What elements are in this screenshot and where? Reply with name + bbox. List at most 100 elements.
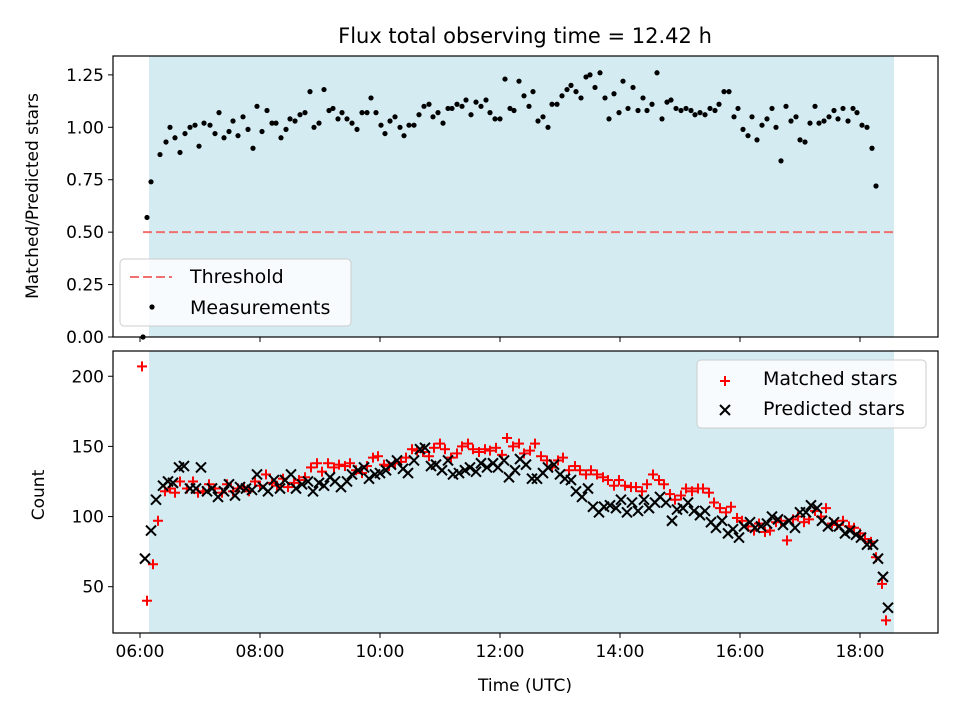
predicted-star-point	[582, 482, 594, 495]
measurement-point	[430, 114, 436, 120]
measurement-point	[797, 137, 803, 143]
predicted-star-point	[882, 602, 894, 614]
measurement-point	[468, 112, 474, 118]
measurement-point	[826, 114, 832, 120]
predicted-star-point	[688, 505, 700, 517]
predicted-star-point	[290, 482, 302, 495]
y-tick-label: 0.25	[66, 276, 104, 296]
predicted-star-point	[877, 571, 889, 583]
predicted-star-point	[206, 482, 218, 495]
measurement-point	[359, 110, 365, 116]
matched-star-point	[142, 595, 152, 606]
measurement-point	[497, 116, 503, 122]
predicted-star-point	[246, 484, 258, 496]
predicted-star-point	[374, 467, 386, 479]
measurement-point	[449, 105, 455, 112]
y-tick-label: 1.00	[66, 118, 104, 138]
measurement-point	[640, 95, 646, 101]
predicted-star-point	[872, 552, 884, 565]
predicted-star-point	[442, 454, 454, 467]
y-tick-label: 0.50	[66, 223, 104, 243]
measurement-point	[387, 118, 393, 124]
matched-star-point	[323, 458, 333, 469]
x-tick-label: 14:00	[596, 642, 645, 662]
measurement-point	[835, 116, 841, 122]
measurement-point	[240, 114, 246, 120]
measurement-point	[230, 118, 236, 124]
predicted-star-point	[638, 494, 650, 506]
measurement-point	[873, 183, 879, 189]
matched-star-point	[782, 535, 792, 546]
measurement-point	[692, 112, 698, 118]
measurement-point	[339, 110, 345, 116]
predicted-star-point	[805, 499, 817, 512]
predicted-star-point	[660, 496, 672, 509]
y-tick-label: 100	[72, 508, 104, 528]
matched-star-point	[457, 441, 467, 452]
measurement-point	[864, 124, 870, 130]
y-tick-label: 200	[72, 367, 104, 387]
matched-star-point	[452, 448, 462, 459]
measurement-point	[721, 89, 727, 95]
measurement-point	[492, 116, 498, 122]
matched-star-point	[726, 501, 736, 512]
measurement-point	[702, 112, 708, 118]
matched-star-point	[704, 487, 714, 498]
matched-star-point	[373, 451, 383, 462]
measurement-point	[769, 105, 775, 112]
predicted-star-point	[475, 457, 487, 469]
predicted-star-point	[867, 538, 879, 551]
predicted-star-point	[419, 442, 431, 454]
measurement-point	[416, 112, 422, 118]
matched-star-point	[614, 475, 624, 486]
measurement-point	[378, 122, 384, 128]
predicted-star-point	[738, 520, 750, 533]
matched-star-point	[536, 451, 546, 462]
measurement-point	[778, 158, 784, 164]
matched-star-point	[435, 438, 445, 449]
predicted-star-point	[453, 467, 465, 479]
measurement-point	[559, 93, 565, 99]
measurement-point	[182, 130, 188, 137]
measurement-point	[278, 135, 284, 141]
measurement-point	[445, 105, 451, 112]
measurement-point	[602, 95, 608, 101]
measurement-point	[764, 116, 770, 122]
top-y-axis-label: Matched/Predicted stars	[23, 93, 43, 299]
predicted-star-point	[464, 461, 476, 474]
measurement-point	[364, 110, 370, 116]
measurement-point	[144, 214, 150, 221]
predicted-star-point	[358, 461, 370, 474]
y-tick-label: 0.00	[66, 328, 104, 348]
matched-star-point	[558, 452, 568, 463]
ratio-panel: 0.00 0.25 0.50 0.75 1.00 1.25 Threshold Measure…	[66, 55, 939, 348]
measurement-point	[654, 70, 660, 76]
matched-star-point	[502, 432, 512, 443]
measurement-point	[568, 82, 574, 88]
measurement-point	[521, 93, 527, 99]
measurement-point	[269, 120, 275, 126]
measurement-point	[697, 110, 703, 116]
measurement-point	[635, 107, 641, 114]
measurement-point	[292, 118, 298, 124]
predicted-star-point	[145, 524, 157, 537]
matched-star-point	[670, 494, 680, 505]
predicted-star-point	[526, 472, 538, 485]
matched-star-point	[881, 615, 891, 626]
measurement-point	[177, 149, 183, 156]
matched-star-point	[474, 447, 484, 458]
measurement-point	[688, 107, 694, 114]
matched-star-point	[261, 469, 271, 480]
measurement-point	[511, 107, 517, 114]
measurement-point	[401, 133, 407, 139]
predicted-star-point	[800, 506, 812, 519]
measurement-point	[463, 97, 469, 103]
measurement-point	[573, 89, 579, 95]
matched-star-point	[687, 486, 697, 497]
predicted-star-point	[296, 478, 308, 490]
measurement-point	[297, 112, 303, 118]
predicted-star-point	[733, 531, 745, 544]
predicted-star-point	[285, 468, 297, 481]
matched-star-point	[407, 444, 417, 455]
